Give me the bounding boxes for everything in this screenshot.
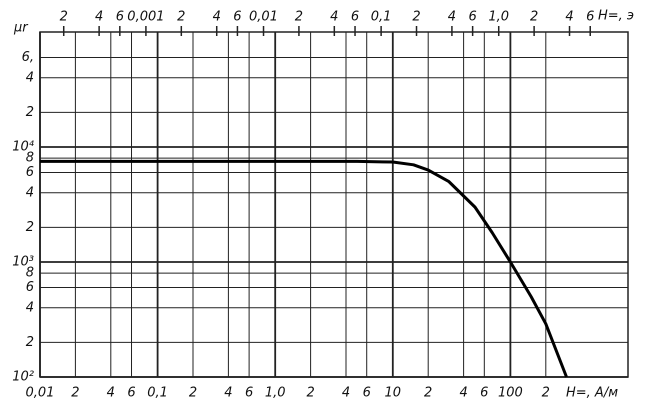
x-tick-label: 6	[480, 386, 488, 401]
x2-tick-label: 4	[213, 10, 221, 25]
x2-tick-label: 2	[295, 10, 303, 25]
x-tick-label: 0,1	[147, 386, 168, 401]
y-tick-label: 2	[26, 105, 34, 120]
x-tick-label: 2	[189, 386, 197, 401]
x-tick-label: 0,01	[26, 386, 55, 401]
x-tick-label: 2	[424, 386, 432, 401]
x2-tick-label: 0,001	[127, 10, 164, 25]
x2-tick-label: 4	[95, 10, 103, 25]
x-tick-label: 6	[363, 386, 371, 401]
y-tick-label: 8	[26, 266, 34, 281]
y-tick-label: 6	[26, 280, 34, 295]
y-tick-label: 2	[26, 335, 34, 350]
x-axis-label: H=, A/м	[566, 386, 618, 401]
x2-tick-label: 1,0	[488, 10, 509, 25]
x2-tick-label: 6	[586, 10, 594, 25]
y-tick-label: 6,	[22, 50, 34, 65]
x2-tick-label: 4	[448, 10, 456, 25]
x2-tick-label: 0,01	[249, 10, 278, 25]
x-tick-label: 4	[459, 386, 467, 401]
x2-axis-label: H=, э	[598, 9, 634, 24]
y-tick-label: 4	[26, 70, 34, 85]
y-tick-label: 4	[26, 185, 34, 200]
x2-tick-label: 2	[412, 10, 420, 25]
y-tick-label: 10⁴	[12, 140, 35, 155]
x2-tick-label: 6	[233, 10, 241, 25]
x-tick-label: 100	[498, 386, 523, 401]
x2-tick-label: 6	[351, 10, 359, 25]
x2-tick-label: 2	[177, 10, 185, 25]
x-tick-label: 6	[127, 386, 135, 401]
y-tick-label: 4	[26, 300, 34, 315]
x2-tick-label: 4	[565, 10, 573, 25]
x-tick-label: 6	[245, 386, 253, 401]
x-tick-label: 2	[71, 386, 79, 401]
y-tick-label: 2	[26, 220, 34, 235]
x2-tick-label: 2	[60, 10, 68, 25]
x-tick-label: 4	[342, 386, 350, 401]
x-tick-label: 2	[306, 386, 314, 401]
y-tick-label: 8	[26, 151, 34, 166]
x-tick-label: 4	[107, 386, 115, 401]
y-axis-label: μr	[13, 21, 29, 36]
x2-tick-label: 6	[468, 10, 476, 25]
x-tick-label: 1,0	[265, 386, 286, 401]
curve	[40, 159, 568, 378]
x2-tick-label: 2	[530, 10, 538, 25]
y-tick-label: 10³	[12, 255, 34, 270]
plot-frame	[39, 31, 629, 378]
y-tick-label: 10²	[12, 370, 34, 385]
x2-tick-label: 6	[116, 10, 124, 25]
x-tick-label: 2	[542, 386, 550, 401]
y-tick-label: 6	[26, 165, 34, 180]
x2-tick-label: 0,1	[371, 10, 392, 25]
x2-tick-label: 4	[330, 10, 338, 25]
x-tick-label: 10	[385, 386, 402, 401]
x-tick-label: 4	[224, 386, 232, 401]
